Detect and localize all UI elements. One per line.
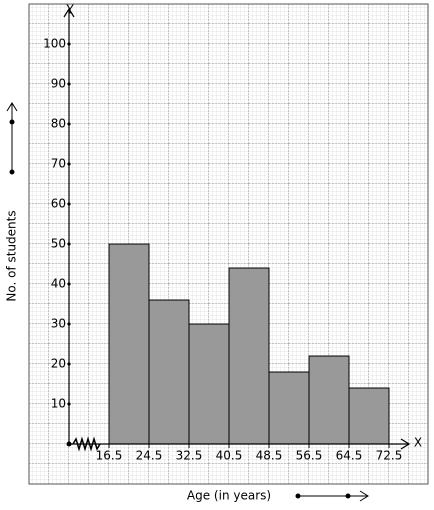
bar <box>348 387 390 445</box>
x-tick-label: 56.5 <box>296 449 323 463</box>
graph-paper <box>28 3 429 485</box>
bar <box>268 371 310 445</box>
y-axis-title: No. of students <box>5 210 19 301</box>
y-tick-label: 100 <box>43 37 66 51</box>
x-tick-label: 32.5 <box>176 449 203 463</box>
y-tick-label: 10 <box>51 397 66 411</box>
x-axis-name: X <box>414 436 422 450</box>
x-tick-label: 64.5 <box>336 449 363 463</box>
bar <box>148 299 190 445</box>
y-tick <box>67 282 71 286</box>
y-tick-label: 90 <box>51 77 66 91</box>
bar <box>228 267 270 445</box>
x-axis-title: Age (in years) <box>187 489 271 503</box>
y-tick-label: 40 <box>51 277 66 291</box>
y-tick <box>67 122 71 126</box>
y-tick-label: 20 <box>51 357 66 371</box>
bar <box>308 355 350 445</box>
scale-arrows <box>6 102 369 502</box>
x-tick-label: 24.5 <box>136 449 163 463</box>
y-axis-name: Y <box>65 3 74 17</box>
y-tick <box>67 42 71 46</box>
y-tick <box>67 402 71 406</box>
y-tick-label: 70 <box>51 157 66 171</box>
axes <box>63 7 411 452</box>
y-tick-label: 80 <box>51 117 66 131</box>
x-tick-label: 40.5 <box>216 449 243 463</box>
y-tick <box>67 82 71 86</box>
y-tick-label: 50 <box>51 237 66 251</box>
x-tick-label: 72.5 <box>376 449 403 463</box>
y-tick <box>67 202 71 206</box>
x-tick-label: 48.5 <box>256 449 283 463</box>
y-tick <box>67 362 71 366</box>
y-tick <box>67 322 71 326</box>
y-tick <box>67 162 71 166</box>
plot <box>108 243 390 445</box>
y-tick-label: 30 <box>51 317 66 331</box>
y-tick <box>67 242 71 246</box>
x-tick-label: 16.5 <box>96 449 123 463</box>
y-tick-label: 60 <box>51 197 66 211</box>
bar <box>108 243 150 445</box>
bar <box>188 323 230 445</box>
